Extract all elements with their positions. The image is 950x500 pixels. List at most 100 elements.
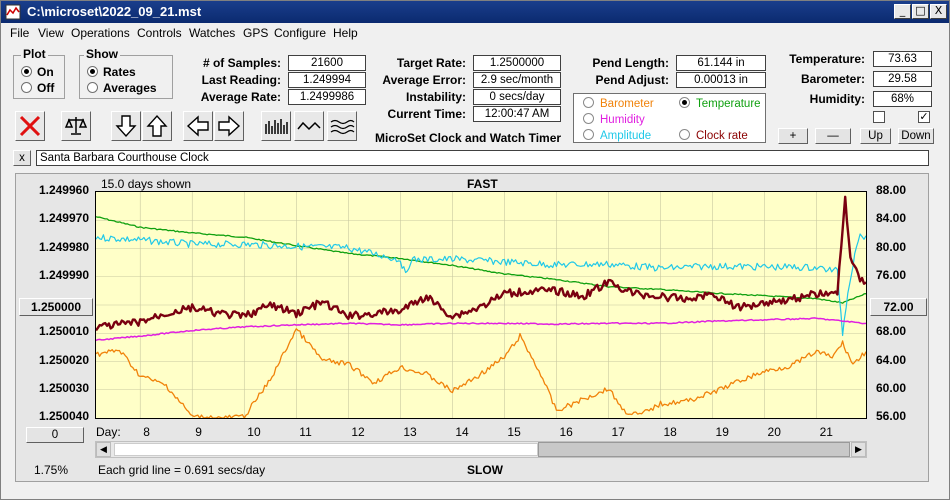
close-window-button[interactable]: X <box>930 4 947 19</box>
radio-dot-icon <box>583 113 594 124</box>
maximize-button[interactable]: □ <box>912 4 929 19</box>
minus-button[interactable]: — <box>815 128 851 144</box>
radio-dot-icon <box>679 97 690 108</box>
arrow-up-icon <box>146 114 168 137</box>
x-tick-label: 20 <box>767 425 781 439</box>
balance-scale-icon <box>64 117 88 135</box>
title-bar[interactable]: C:\microset\2022_09_21.mst _ □ X <box>1 1 949 23</box>
menu-file[interactable]: File <box>10 26 30 40</box>
menu-help[interactable]: Help <box>333 26 358 40</box>
cancel-button[interactable] <box>15 111 45 141</box>
rate-chart <box>96 192 866 418</box>
option-barometer[interactable]: Barometer <box>583 97 654 110</box>
move-left-button[interactable] <box>183 111 213 141</box>
app-caption: MicroSet Clock and Watch Timer <box>375 131 562 145</box>
down-button[interactable]: Down <box>898 128 934 144</box>
menu-controls[interactable]: Controls <box>137 26 182 40</box>
option-clock-rate-label: Clock rate <box>696 130 748 142</box>
scroll-left-icon[interactable]: ◀ <box>96 442 111 457</box>
current-time-label: Current Time: <box>387 107 466 121</box>
wave-icon <box>297 121 321 131</box>
option-amplitude[interactable]: Amplitude <box>583 129 651 142</box>
horizontal-scrollbar[interactable]: ◀ ▶ <box>95 441 867 458</box>
radio-dot-icon <box>583 129 594 140</box>
option-humidity[interactable]: Humidity <box>583 113 645 126</box>
menu-configure[interactable]: Configure <box>274 26 327 40</box>
move-up-button[interactable] <box>142 111 172 141</box>
center-left-button[interactable]: 1.250000 <box>19 298 93 316</box>
plot-off-radio[interactable]: Off <box>21 81 54 95</box>
multi-wave-button[interactable] <box>327 111 357 141</box>
x-tick-label: 15 <box>507 425 521 439</box>
slow-label: SLOW <box>467 463 503 477</box>
show-averages-label: Averages <box>103 81 157 95</box>
x-tick-label: 11 <box>299 425 312 439</box>
scroll-right-icon[interactable]: ▶ <box>851 442 866 457</box>
y-left-tick-label: 1.249960 <box>38 183 89 197</box>
barometer-label: Barometer: <box>800 72 865 86</box>
left-checkbox[interactable] <box>873 111 885 123</box>
last-reading-label: Last Reading: <box>201 73 281 87</box>
x-tick-label: 9 <box>195 425 202 439</box>
clear-name-button[interactable]: x <box>13 150 31 166</box>
option-barometer-label: Barometer <box>600 98 654 110</box>
scroll-thumb[interactable] <box>538 442 850 457</box>
show-rates-label: Rates <box>103 65 136 79</box>
option-humidity-label: Humidity <box>600 114 645 126</box>
bar-graph-button[interactable] <box>261 111 291 141</box>
option-temperature[interactable]: Temperature <box>679 97 761 110</box>
samples-value: 21600 <box>288 55 366 71</box>
target-rate-value: 1.2500000 <box>473 55 561 71</box>
zero-button[interactable]: 0 <box>26 427 84 443</box>
balance-button[interactable] <box>61 111 91 141</box>
show-rates-radio[interactable]: Rates <box>87 65 136 79</box>
radio-dot-icon <box>87 82 98 93</box>
plot-on-radio[interactable]: On <box>21 65 54 79</box>
arrow-right-icon <box>218 115 241 137</box>
move-down-button[interactable] <box>111 111 141 141</box>
y-right-tick-label: 56.00 <box>876 409 907 423</box>
x-tick-label: 18 <box>663 425 677 439</box>
clock-name-input[interactable]: Santa Barbara Courthouse Clock <box>36 150 929 166</box>
average-error-value: 2.9 sec/month <box>473 72 561 88</box>
pend-length-value: 61.144 in <box>676 55 766 71</box>
move-right-button[interactable] <box>214 111 244 141</box>
up-button[interactable]: Up <box>860 128 891 144</box>
plot-on-label: On <box>37 65 54 79</box>
x-tick-label: 8 <box>143 425 150 439</box>
sensor-options-box <box>573 93 766 143</box>
temperature-value: 73.63 <box>873 51 932 67</box>
current-time-value: 12:00:47 AM <box>473 106 561 122</box>
x-tick-label: 13 <box>403 425 417 439</box>
option-clock-rate[interactable]: Clock rate <box>679 129 748 142</box>
day-prefix-label: Day: <box>96 425 121 439</box>
app-icon <box>5 4 21 20</box>
plus-button[interactable]: + <box>778 128 808 144</box>
days-shown-label: 15.0 days shown <box>101 177 192 191</box>
menu-view[interactable]: View <box>38 26 64 40</box>
scroll-track[interactable] <box>114 443 538 456</box>
y-right-tick-label: 64.00 <box>876 352 907 367</box>
plot-group-title: Plot <box>21 47 48 61</box>
menu-operations[interactable]: Operations <box>71 26 130 40</box>
series-line-amplitude <box>96 233 866 337</box>
y-right-tick-label: 88.00 <box>876 183 907 197</box>
pend-adjust-value: 0.00013 in <box>676 72 766 88</box>
center-right-button[interactable]: 72.00 <box>870 298 927 316</box>
minimize-button[interactable]: _ <box>894 4 911 19</box>
average-rate-value: 1.2499986 <box>288 89 366 105</box>
show-averages-radio[interactable]: Averages <box>87 81 157 95</box>
wave-button[interactable] <box>294 111 324 141</box>
x-tick-label: 16 <box>559 425 573 439</box>
multi-wave-icon <box>330 119 355 135</box>
y-left-tick-label: 1.250040 <box>38 409 89 423</box>
radio-dot-icon <box>679 129 690 140</box>
x-tick-label: 14 <box>455 425 469 439</box>
fast-label: FAST <box>467 177 498 191</box>
right-checkbox[interactable]: ✓ <box>918 111 930 123</box>
menu-watches[interactable]: Watches <box>189 26 236 40</box>
menu-gps[interactable]: GPS <box>243 26 269 40</box>
x-tick-label: 17 <box>611 425 625 439</box>
series-line-barometer <box>96 328 866 418</box>
